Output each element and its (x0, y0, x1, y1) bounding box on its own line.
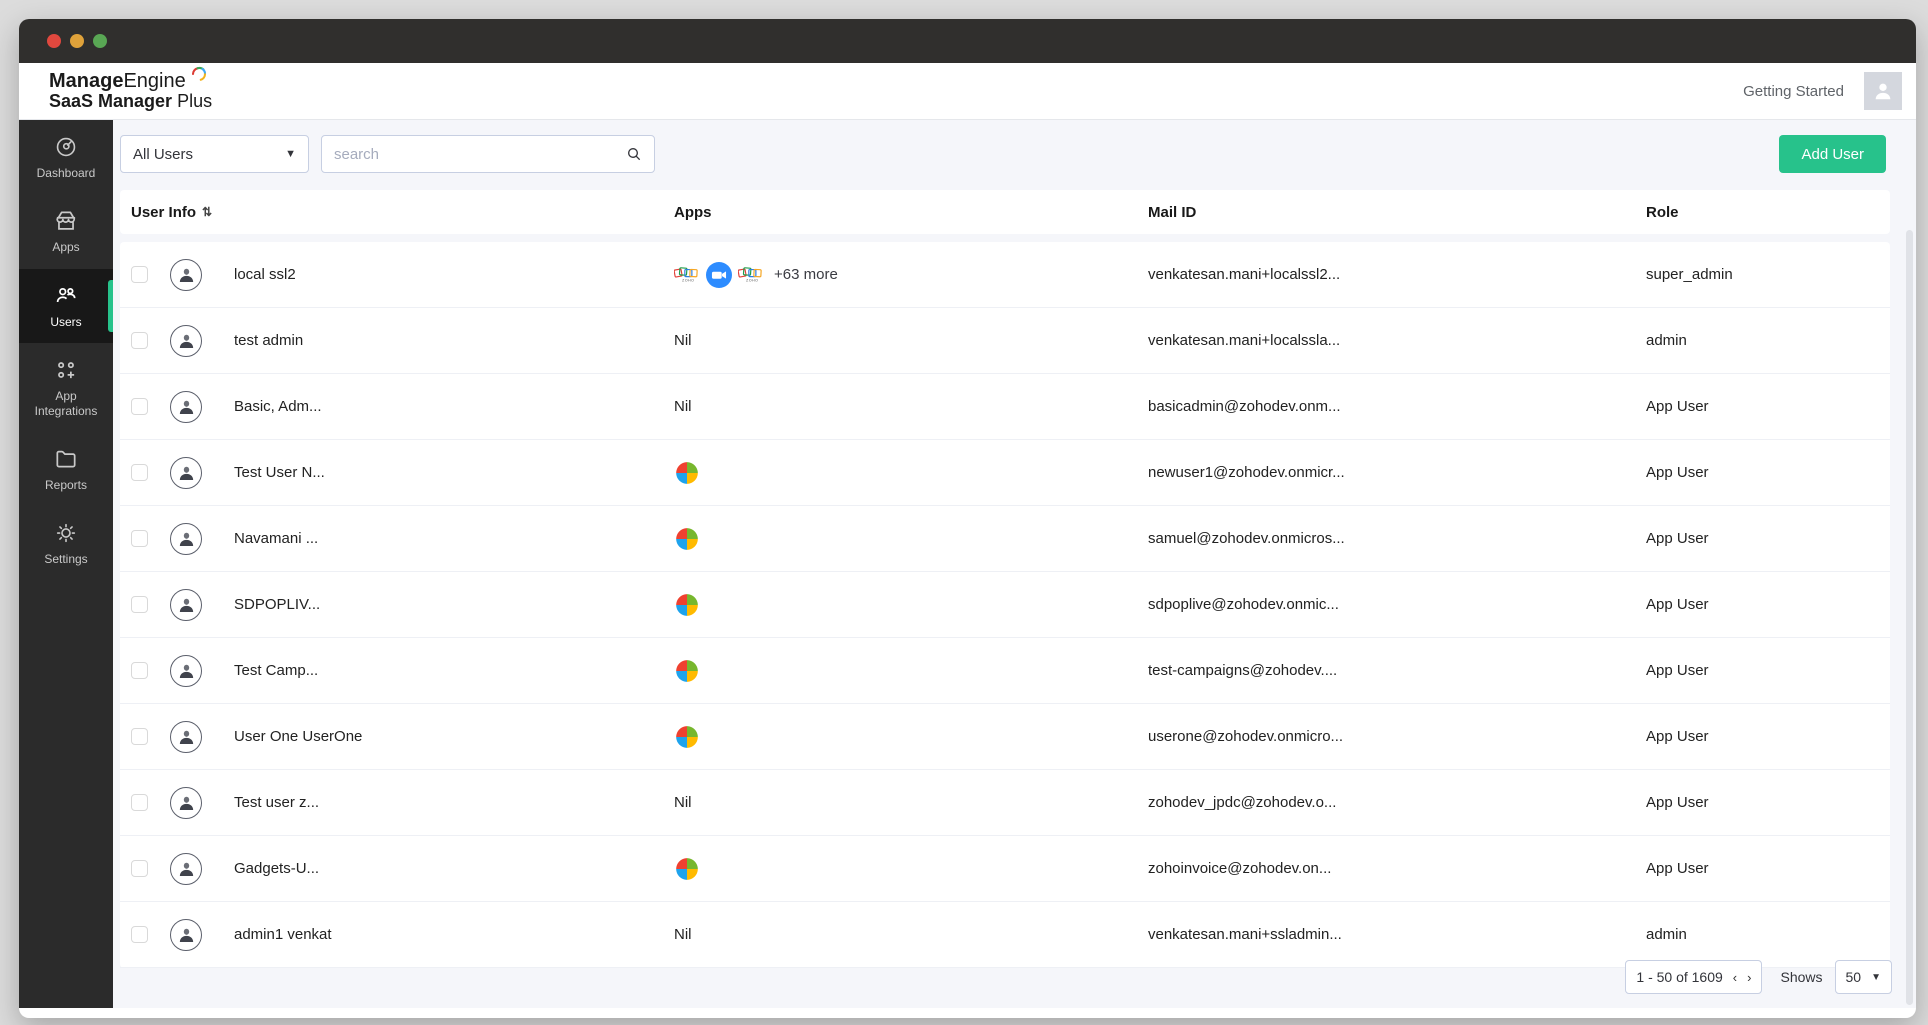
svg-text:ZOHO: ZOHO (746, 278, 758, 282)
svg-text:ZOHO: ZOHO (682, 278, 694, 282)
